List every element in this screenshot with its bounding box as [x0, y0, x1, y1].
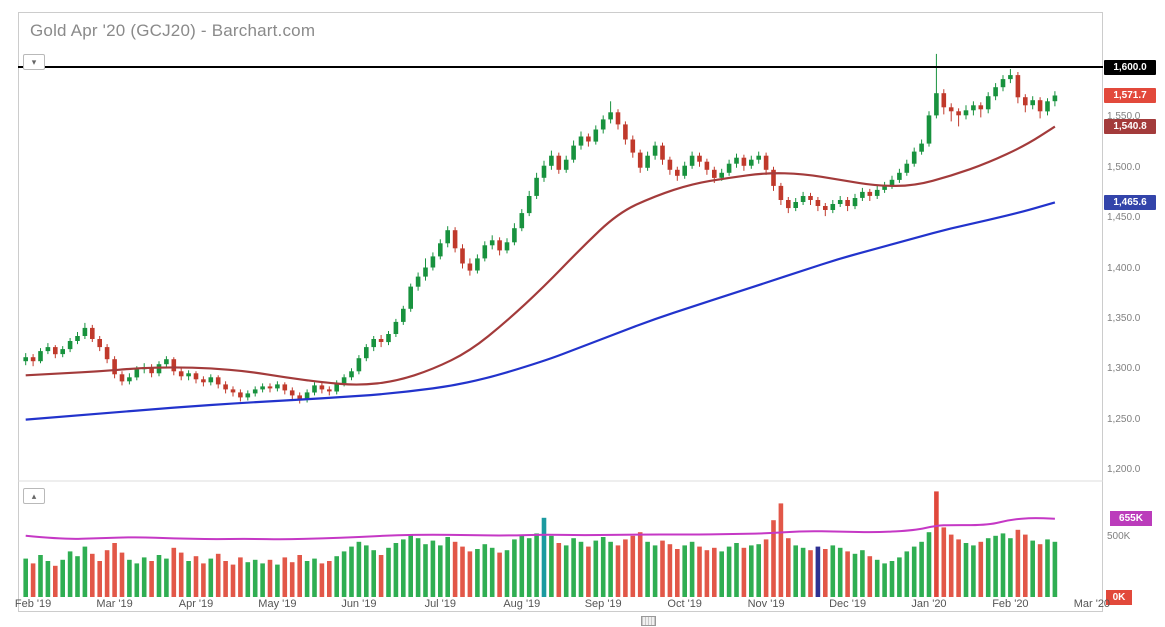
avg-volume-badge: 655K: [1104, 510, 1152, 526]
chart-frame: [18, 12, 1103, 612]
x-axis-label: Jun '19: [341, 598, 377, 610]
x-axis-label: Jan '20: [911, 598, 947, 610]
y-axis-tick: 1,400.0: [1107, 262, 1141, 274]
y-axis-tick: 1,200.0: [1107, 464, 1141, 475]
chart-title: Gold Apr '20 (GCJ20) - Barchart.com: [30, 21, 316, 40]
x-axis-label: Feb '19: [14, 598, 52, 610]
x-axis-label: Aug '19: [503, 598, 541, 610]
y-axis-tick: 1,300.0: [1107, 363, 1141, 375]
y-axis-tick: 1,450.0: [1107, 212, 1141, 224]
volume-zero-badge: 0K: [1106, 589, 1132, 605]
scrollbar-handle[interactable]: [641, 616, 656, 626]
y-axis-tick: 1,250.0: [1107, 413, 1141, 425]
y-axis-tick: 1,350.0: [1107, 312, 1141, 324]
threshold-price-badge: 1,600.0: [1104, 59, 1156, 75]
chevron-up-icon: ▴: [31, 490, 37, 501]
x-axis-label: Jul '19: [424, 598, 457, 610]
chevron-down-icon: ▾: [31, 56, 37, 67]
expand-volume-pane-button[interactable]: ▴: [23, 488, 45, 504]
y-axis-tick: 1,500.0: [1107, 161, 1141, 173]
x-axis-label: Mar '20: [1073, 598, 1111, 610]
x-axis-label: Sep '19: [584, 598, 622, 610]
x-axis-label: Feb '20: [992, 598, 1029, 610]
x-axis-label: May '19: [258, 598, 297, 610]
ma-fast-price-badge: 1,540.8: [1104, 119, 1156, 135]
x-axis-label: Oct '19: [667, 598, 702, 610]
last-price-badge: 1,571.7: [1104, 88, 1156, 103]
ma-slow-price-badge: 1,465.6: [1104, 194, 1156, 210]
x-axis-label: Mar '19: [96, 598, 133, 610]
collapse-main-pane-button[interactable]: ▾: [23, 54, 45, 70]
volume-axis-tick: 500K: [1107, 531, 1131, 542]
y-axis-tick: 1,550.0: [1107, 111, 1141, 123]
x-axis-label: Dec '19: [829, 598, 867, 610]
x-axis-label: Apr '19: [178, 598, 214, 610]
x-axis-label: Nov '19: [747, 598, 785, 610]
